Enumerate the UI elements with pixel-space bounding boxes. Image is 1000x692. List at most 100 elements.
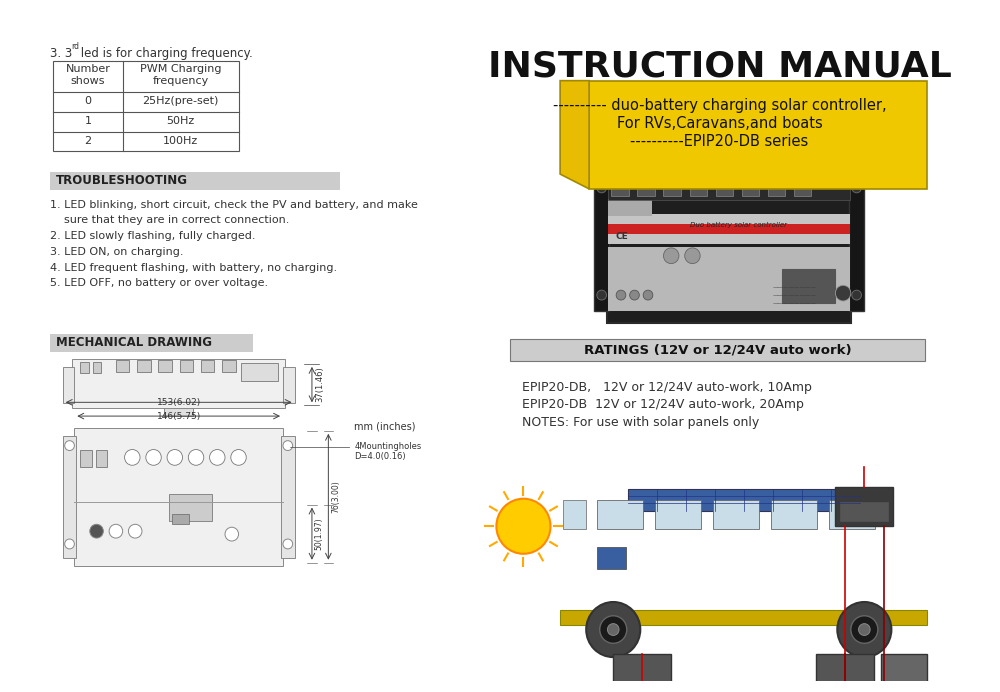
Circle shape bbox=[225, 527, 239, 541]
Bar bbox=[628, 489, 860, 511]
Bar bbox=[560, 610, 927, 625]
Circle shape bbox=[146, 450, 161, 465]
Circle shape bbox=[642, 180, 650, 188]
Bar bbox=[829, 500, 875, 529]
Bar bbox=[608, 165, 850, 200]
Circle shape bbox=[668, 180, 676, 188]
Circle shape bbox=[663, 248, 679, 264]
Circle shape bbox=[747, 180, 754, 188]
Circle shape bbox=[586, 602, 640, 657]
Circle shape bbox=[837, 602, 891, 657]
Text: ————————: ———————— bbox=[773, 285, 817, 290]
Bar bbox=[816, 654, 874, 689]
Bar bbox=[594, 172, 609, 311]
Bar bbox=[563, 500, 586, 529]
Bar bbox=[745, 161, 754, 175]
Bar bbox=[241, 363, 278, 381]
Circle shape bbox=[720, 180, 728, 188]
Circle shape bbox=[600, 616, 627, 644]
Bar bbox=[768, 171, 785, 196]
Circle shape bbox=[685, 248, 700, 264]
Polygon shape bbox=[283, 367, 295, 403]
Bar bbox=[840, 502, 888, 521]
Text: ----------EPIP20-DB series: ----------EPIP20-DB series bbox=[630, 134, 809, 149]
Bar bbox=[137, 360, 151, 372]
Bar bbox=[716, 171, 733, 196]
Circle shape bbox=[188, 450, 204, 465]
Text: mm (inches): mm (inches) bbox=[354, 422, 416, 432]
Bar bbox=[613, 654, 671, 689]
Text: ————————: ———————— bbox=[773, 293, 817, 298]
Text: RATINGS (12V or 12/24V auto work): RATINGS (12V or 12/24V auto work) bbox=[584, 343, 851, 356]
Bar bbox=[849, 172, 864, 311]
Bar bbox=[169, 494, 212, 521]
Bar bbox=[742, 171, 759, 196]
Bar bbox=[719, 161, 728, 175]
Bar bbox=[74, 428, 283, 565]
Bar bbox=[201, 360, 214, 372]
Text: EPIP20-DB,   12V or 12/24V auto-work, 10Amp: EPIP20-DB, 12V or 12/24V auto-work, 10Am… bbox=[522, 381, 811, 394]
Circle shape bbox=[128, 525, 142, 538]
Bar bbox=[608, 247, 850, 311]
Bar bbox=[164, 408, 193, 416]
Circle shape bbox=[597, 183, 606, 193]
Bar bbox=[607, 161, 851, 322]
Bar bbox=[771, 161, 780, 175]
Circle shape bbox=[283, 441, 293, 450]
Bar bbox=[510, 339, 925, 361]
Bar bbox=[53, 61, 239, 152]
Text: NOTES: For use with solar panels only: NOTES: For use with solar panels only bbox=[522, 416, 759, 429]
Text: 76(3.00): 76(3.00) bbox=[331, 480, 340, 513]
Bar bbox=[608, 215, 850, 244]
Text: 146(5.75): 146(5.75) bbox=[157, 412, 201, 421]
Text: 1: 1 bbox=[84, 116, 91, 126]
Text: Number
shows: Number shows bbox=[65, 64, 110, 86]
Bar bbox=[692, 161, 702, 175]
Bar bbox=[180, 360, 193, 372]
Circle shape bbox=[799, 180, 806, 188]
Text: 100Hz: 100Hz bbox=[163, 136, 198, 146]
Circle shape bbox=[607, 623, 619, 635]
Bar bbox=[80, 362, 89, 373]
Text: 25Hz(pre-set): 25Hz(pre-set) bbox=[142, 96, 219, 107]
Bar bbox=[611, 171, 629, 196]
Circle shape bbox=[851, 616, 878, 644]
Text: 2: 2 bbox=[84, 136, 91, 146]
Bar bbox=[663, 171, 681, 196]
Circle shape bbox=[643, 290, 653, 300]
Circle shape bbox=[496, 499, 550, 554]
Bar bbox=[597, 500, 643, 529]
Bar bbox=[172, 514, 189, 525]
Polygon shape bbox=[589, 81, 927, 189]
Circle shape bbox=[65, 441, 74, 450]
Circle shape bbox=[167, 450, 183, 465]
Text: 153(6.02): 153(6.02) bbox=[157, 399, 201, 408]
Bar bbox=[881, 654, 927, 689]
Bar bbox=[782, 268, 835, 303]
Text: TROUBLESHOOTING: TROUBLESHOOTING bbox=[56, 174, 188, 187]
Bar bbox=[794, 171, 811, 196]
Circle shape bbox=[852, 183, 861, 193]
Circle shape bbox=[231, 450, 246, 465]
Bar bbox=[835, 487, 893, 526]
Text: Duo battery solar controller: Duo battery solar controller bbox=[690, 222, 787, 228]
Circle shape bbox=[694, 180, 702, 188]
Bar bbox=[771, 500, 817, 529]
Text: 3. LED ON, on charging.: 3. LED ON, on charging. bbox=[50, 247, 184, 257]
Bar bbox=[597, 547, 626, 569]
Circle shape bbox=[125, 450, 140, 465]
Bar bbox=[614, 161, 624, 175]
Text: 50Hz: 50Hz bbox=[166, 116, 195, 126]
Circle shape bbox=[283, 539, 293, 549]
Bar bbox=[666, 161, 676, 175]
Text: Battery: Battery bbox=[628, 684, 656, 692]
Text: ---------- duo-battery charging solar controller,: ---------- duo-battery charging solar co… bbox=[553, 98, 886, 113]
Bar bbox=[63, 436, 76, 558]
Text: MECHANICAL DRAWING: MECHANICAL DRAWING bbox=[56, 336, 212, 349]
Text: For RVs,Caravans,and boats: For RVs,Caravans,and boats bbox=[617, 116, 822, 131]
Text: 50(1.97): 50(1.97) bbox=[315, 518, 324, 550]
Text: CE: CE bbox=[615, 232, 628, 241]
Text: 5. LED OFF, no battery or over voltage.: 5. LED OFF, no battery or over voltage. bbox=[50, 278, 268, 289]
Text: Battery: Battery bbox=[831, 684, 859, 692]
Text: EPIP20-DB  12V or 12/24V auto-work, 20Amp: EPIP20-DB 12V or 12/24V auto-work, 20Amp bbox=[522, 399, 803, 411]
